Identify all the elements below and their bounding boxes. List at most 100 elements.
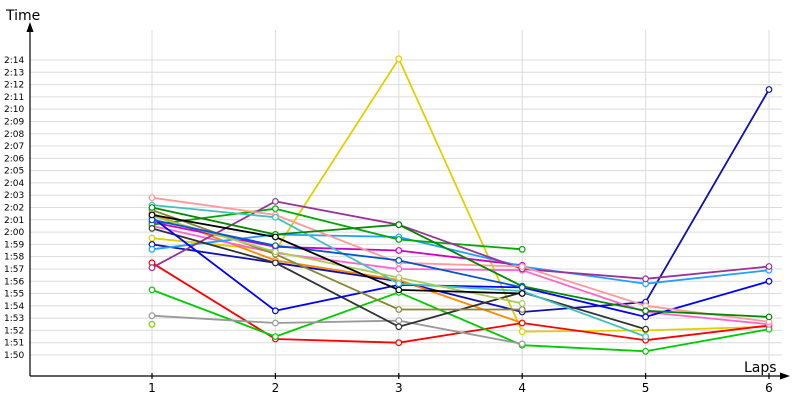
series-line <box>151 289 770 353</box>
series-16 <box>148 201 649 341</box>
y-axis-title: Time <box>5 8 40 24</box>
data-point <box>272 319 279 327</box>
series-5 <box>148 312 526 348</box>
data-point <box>395 247 403 254</box>
y-tick-label: 2:04 <box>4 179 24 189</box>
data-point <box>272 233 279 241</box>
data-point <box>272 242 279 250</box>
series-line <box>151 215 523 305</box>
data-point <box>395 236 403 243</box>
y-tick-label: 2:03 <box>4 191 24 201</box>
data-point <box>518 340 526 348</box>
y-tick-label: 1:51 <box>4 339 24 349</box>
y-tick-label: 1:56 <box>4 277 24 287</box>
y-tick-label: 1:59 <box>4 240 24 250</box>
series-line <box>151 206 770 318</box>
data-point <box>272 248 279 256</box>
data-point <box>272 197 279 205</box>
data-point <box>765 313 773 321</box>
data-point <box>642 275 649 283</box>
data-point <box>518 319 526 327</box>
data-point <box>148 245 156 253</box>
data-point <box>272 205 279 213</box>
data-point <box>148 312 156 320</box>
data-point <box>148 194 156 202</box>
y-tick-label: 2:05 <box>4 167 24 177</box>
data-point <box>642 347 649 355</box>
series-line <box>151 233 770 285</box>
data-point <box>148 264 156 272</box>
series-line <box>151 89 770 313</box>
y-tick-label: 2:09 <box>4 117 24 127</box>
data-point <box>395 286 403 294</box>
y-tick-label: 2:06 <box>4 154 24 164</box>
data-point <box>148 224 156 232</box>
data-point <box>518 328 526 336</box>
series-4 <box>148 286 773 355</box>
x-tick-label: 2 <box>272 381 280 395</box>
series-line <box>151 218 523 289</box>
series-line <box>151 225 770 326</box>
series-15 <box>148 194 773 326</box>
data-point <box>642 313 649 321</box>
x-tick-label: 1 <box>148 381 156 395</box>
data-point <box>148 320 156 328</box>
y-tick-label: 1:50 <box>4 351 24 361</box>
data-point <box>395 339 403 347</box>
data-point <box>642 307 649 315</box>
y-tick-label: 1:55 <box>4 290 24 300</box>
y-tick-label: 2:13 <box>4 68 24 78</box>
y-tick-label: 2:11 <box>4 93 24 103</box>
y-tick-label: 2:02 <box>4 204 24 214</box>
x-tick-labels: 1 2 3 4 5 6 <box>148 381 773 395</box>
series-2 <box>148 210 526 327</box>
data-point <box>272 333 279 341</box>
data-point <box>148 204 156 211</box>
data-point <box>395 221 403 229</box>
series-line <box>151 212 523 324</box>
series-line <box>151 196 770 323</box>
data-point <box>395 257 403 264</box>
y-tick-label: 2:12 <box>4 81 24 91</box>
data-point <box>395 306 403 313</box>
y-tick-label: 2:14 <box>4 56 24 66</box>
y-tick-label: 2:07 <box>4 142 24 152</box>
grid <box>30 30 782 379</box>
data-point <box>642 325 649 333</box>
y-tick-label: 1:53 <box>4 314 24 324</box>
data-point <box>518 245 526 253</box>
series-line <box>151 207 523 251</box>
y-tick-label: 1:57 <box>4 265 24 275</box>
y-tick-label: 2:10 <box>4 105 24 115</box>
y-tick-label: 1:52 <box>4 326 24 336</box>
data-point <box>395 317 403 325</box>
y-tick-label: 2:08 <box>4 130 24 140</box>
x-tick-label: 4 <box>518 381 526 395</box>
data-point <box>518 306 526 313</box>
series-line <box>151 214 523 295</box>
y-tick-labels: 1:50 1:51 1:52 1:53 1:54 1:55 1:56 1:57 1:58 1:59… <box>4 56 24 361</box>
data-point <box>642 333 649 341</box>
y-tick-label: 1:54 <box>4 302 24 312</box>
data-point <box>148 211 156 219</box>
data-point <box>395 323 403 331</box>
data-point <box>765 86 773 93</box>
data-point <box>272 307 279 315</box>
axes: Time Laps <box>5 8 790 380</box>
series-19 <box>148 216 526 291</box>
data-point <box>272 259 279 267</box>
data-point <box>395 274 403 282</box>
y-axis-arrow <box>26 22 34 32</box>
data-point <box>518 284 526 291</box>
data-point <box>518 263 526 270</box>
data-point <box>148 234 156 242</box>
data-point <box>518 300 526 307</box>
data-point <box>272 213 279 221</box>
y-tick-label: 2:01 <box>4 216 24 226</box>
x-axis-title: Laps <box>744 360 777 376</box>
data-point <box>518 290 526 297</box>
data-point <box>395 280 403 288</box>
series <box>148 55 773 355</box>
x-tick-label: 3 <box>395 381 403 395</box>
